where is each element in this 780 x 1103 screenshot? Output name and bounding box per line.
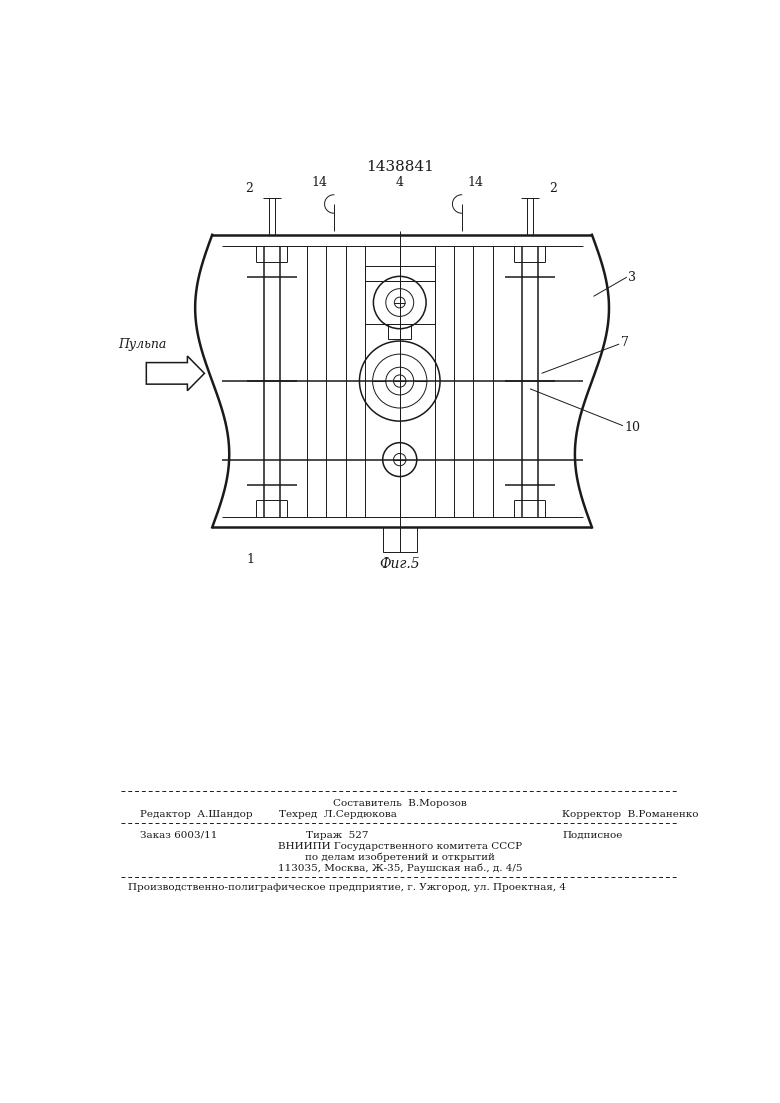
- Text: Подписное: Подписное: [562, 831, 623, 839]
- Text: 3: 3: [629, 270, 636, 283]
- Text: Фиг.5: Фиг.5: [379, 557, 420, 571]
- Bar: [383, 527, 417, 552]
- Text: Составитель  В.Морозов: Составитель В.Морозов: [333, 799, 466, 807]
- Text: Пульпа: Пульпа: [119, 338, 167, 351]
- Text: по делам изобретений и открытий: по делам изобретений и открытий: [305, 853, 495, 863]
- Text: Производственно-полиграфическое предприятие, г. Ужгород, ул. Проектная, 4: Производственно-полиграфическое предприя…: [129, 884, 566, 892]
- Text: 10: 10: [625, 420, 640, 433]
- Text: Техред  Л.Сердюкова: Техред Л.Сердюкова: [278, 810, 397, 820]
- Text: Редактор  А.Шандор: Редактор А.Шандор: [140, 810, 253, 820]
- Circle shape: [394, 375, 406, 387]
- Text: ВНИИПИ Государственного комитета СССР: ВНИИПИ Государственного комитета СССР: [278, 843, 522, 852]
- Text: Заказ 6003/11: Заказ 6003/11: [140, 831, 218, 839]
- Text: 1438841: 1438841: [366, 160, 434, 174]
- Bar: [365, 266, 434, 281]
- Circle shape: [394, 453, 406, 465]
- Text: Корректор  В.Романенко: Корректор В.Романенко: [562, 810, 699, 820]
- Text: 113035, Москва, Ж-35, Раушская наб., д. 4/5: 113035, Москва, Ж-35, Раушская наб., д. …: [278, 864, 522, 874]
- Circle shape: [373, 354, 427, 408]
- Text: 14: 14: [468, 175, 484, 189]
- Bar: [388, 324, 411, 340]
- Circle shape: [386, 367, 413, 395]
- Text: 4: 4: [395, 175, 404, 189]
- Text: 14: 14: [312, 175, 328, 189]
- Text: Тираж  527: Тираж 527: [307, 831, 369, 839]
- Bar: [365, 281, 434, 324]
- Text: 2: 2: [549, 182, 557, 195]
- Text: 2: 2: [245, 182, 253, 195]
- Text: 1: 1: [246, 554, 254, 566]
- Circle shape: [386, 289, 413, 317]
- Circle shape: [395, 297, 405, 308]
- Text: 7: 7: [621, 336, 629, 349]
